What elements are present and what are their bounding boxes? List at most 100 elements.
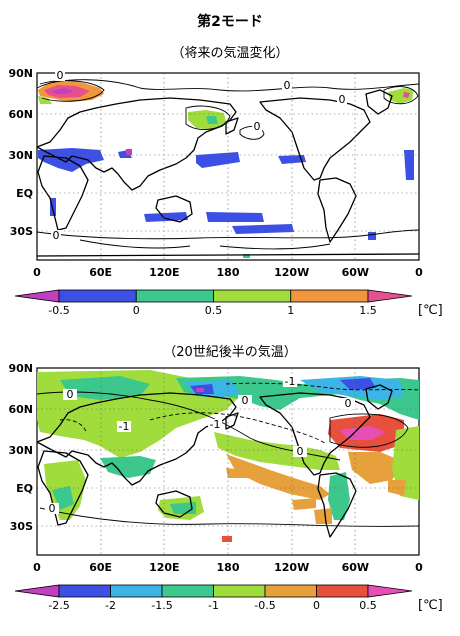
- bottom-map-shading: [37, 370, 419, 542]
- contour-label: -1: [210, 418, 221, 431]
- colorbar-segment: [213, 584, 266, 598]
- colorbar-tick-label: -1.5: [151, 599, 172, 612]
- colorbar-segment: [161, 584, 214, 598]
- x-tick-label: 120E: [149, 561, 179, 574]
- contour-label-bg: [293, 446, 307, 457]
- colorbar-unit: [℃]: [418, 303, 443, 318]
- shade-patch: [388, 88, 414, 104]
- colorbar-segment: [110, 584, 163, 598]
- top-map-panel: [36, 72, 420, 261]
- colorbar-segment: [316, 584, 369, 598]
- top-map-shading: [38, 80, 414, 258]
- y-tick-label: 30S: [10, 520, 33, 533]
- colorbar-tick-label: 0.5: [205, 304, 223, 317]
- x-tick-label: 120W: [274, 561, 309, 574]
- contour-label: 0: [53, 229, 60, 242]
- x-tick-label: 0: [33, 561, 41, 574]
- contour-label: 0: [242, 394, 249, 407]
- y-tick-label: 30S: [10, 225, 33, 238]
- colorbar-segment: [264, 584, 317, 598]
- contour-label-bg: [55, 70, 65, 81]
- contour-label: -1: [119, 420, 130, 433]
- top-map-title: （将来の気温変化）: [171, 46, 289, 61]
- contour-label: 0: [49, 502, 56, 515]
- shade-patch: [368, 232, 376, 240]
- shade-patch: [403, 92, 410, 98]
- shade-patch: [206, 212, 264, 222]
- bottom-map-panel: [36, 367, 420, 556]
- colorbar-segment: [14, 289, 60, 303]
- y-tick-label: 90N: [8, 67, 33, 80]
- x-tick-label: 120W: [274, 266, 309, 279]
- x-tick-label: 180: [217, 561, 240, 574]
- contour-label: 0: [284, 79, 291, 92]
- colorbar-tick-label: -0.5: [48, 304, 69, 317]
- bottom-map-title: （20世紀後半の気温）: [163, 345, 297, 360]
- bottom-colorbar: -2.5 -2 -1.5 -1 -0.5 0 0.5 [℃]: [14, 584, 443, 613]
- y-tick-label: 30N: [8, 149, 33, 162]
- contour-label-bg: [252, 121, 262, 132]
- colorbar-tick-label: 1.5: [359, 304, 377, 317]
- contour-label-bg: [63, 389, 77, 400]
- colorbar-tick-label: -2.5: [48, 599, 69, 612]
- contour-label: 0: [254, 120, 261, 133]
- x-tick-label: 120E: [149, 266, 179, 279]
- y-tick-label: 60N: [8, 403, 33, 416]
- colorbar-segment: [58, 584, 111, 598]
- top-colorbar: -0.5 0 0.5 1 1.5 [℃]: [14, 289, 443, 318]
- x-tick-label: 60E: [89, 266, 112, 279]
- contour-label: 0: [67, 388, 74, 401]
- contour-label: 0: [339, 93, 346, 106]
- contour-label-bg: [45, 503, 59, 514]
- contour-label: 0: [345, 397, 352, 410]
- colorbar-segment: [290, 289, 369, 303]
- top-map-gridlines: [37, 73, 419, 260]
- x-tick-label: 0: [415, 561, 423, 574]
- contour-label: 0: [57, 69, 64, 82]
- contour-label: -1: [285, 375, 296, 388]
- colorbar-tick-label: 0: [133, 304, 140, 317]
- colorbar-unit: [℃]: [418, 598, 443, 613]
- y-tick-label: 60N: [8, 108, 33, 121]
- colorbar-segment: [14, 584, 60, 598]
- shade-patch: [404, 150, 414, 180]
- y-tick-label: 90N: [8, 362, 33, 375]
- shade-patch: [38, 148, 104, 172]
- contour-label-bg: [282, 80, 292, 91]
- shade-patch: [126, 149, 132, 155]
- contour-label-bg: [283, 376, 297, 387]
- y-tick-label: 30N: [8, 444, 33, 457]
- colorbar-tick-label: 0: [313, 599, 320, 612]
- top-map-contours: [37, 79, 419, 250]
- shade-patch: [196, 152, 240, 168]
- contour-label-bg: [51, 230, 61, 241]
- figure-title: 第2モード: [197, 14, 263, 30]
- contour-label-bg: [341, 398, 355, 409]
- shade-patch: [38, 96, 52, 104]
- colorbar-tick-label: 1: [287, 304, 294, 317]
- bottom-map-contours: [37, 382, 419, 527]
- bottom-map-gridlines: [37, 368, 419, 555]
- colorbar-segment: [367, 584, 413, 598]
- colorbar-tick-label: -2: [105, 599, 116, 612]
- contour-label-bg: [117, 421, 131, 432]
- contour-label-bg: [238, 395, 252, 406]
- x-tick-label: 0: [33, 266, 41, 279]
- colorbar-tick-label: -0.5: [254, 599, 275, 612]
- colorbar-tick-label: -1: [208, 599, 219, 612]
- x-tick-label: 60E: [89, 561, 112, 574]
- colorbar-segment: [58, 289, 137, 303]
- x-tick-label: 0: [415, 266, 423, 279]
- contour-label-bg: [337, 94, 347, 105]
- contour-label-bg: [208, 419, 222, 430]
- contour-label: 0: [297, 445, 304, 458]
- axis-labels: 90N 60N 30N EQ 30S 0 60E 120E 180 120W 60W 0 90N 60N 3…: [8, 67, 423, 574]
- y-tick-label: EQ: [16, 482, 33, 495]
- x-tick-label: 180: [217, 266, 240, 279]
- colorbar-segment: [135, 289, 214, 303]
- shade-patch: [206, 116, 218, 124]
- shade-patch: [144, 212, 188, 222]
- colorbar-segment: [213, 289, 292, 303]
- y-tick-label: EQ: [16, 187, 33, 200]
